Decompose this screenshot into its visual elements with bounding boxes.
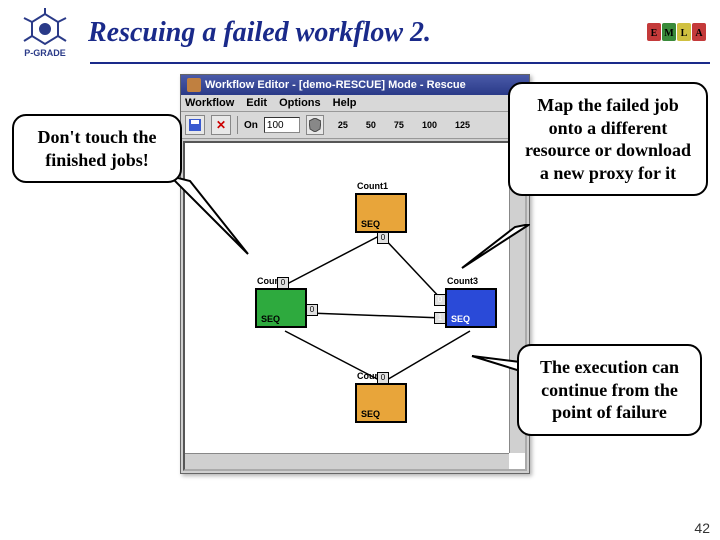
node-label: Count3 bbox=[447, 276, 478, 286]
slide-header: P-GRADE Rescuing a failed workflow 2. E … bbox=[0, 0, 720, 62]
p-grade-logo: P-GRADE bbox=[10, 8, 80, 58]
close-button[interactable]: ✕ bbox=[211, 115, 231, 135]
callout-right-tail bbox=[460, 224, 530, 274]
window-title-text: Workflow Editor - [demo-RESCUE] Mode - R… bbox=[205, 79, 466, 91]
menu-help[interactable]: Help bbox=[333, 97, 357, 109]
svg-text:A: A bbox=[695, 28, 703, 39]
svg-text:P-GRADE: P-GRADE bbox=[24, 48, 66, 58]
menu-bar: Workflow Edit Options Help bbox=[181, 95, 529, 112]
shield-icon[interactable] bbox=[306, 115, 324, 135]
callout-bottom: The execution can continue from the poin… bbox=[517, 344, 702, 436]
svg-text:L: L bbox=[681, 28, 688, 39]
node-count1[interactable]: Count1 SEQ 0 bbox=[355, 193, 407, 233]
ruler-tick: 125 bbox=[455, 120, 470, 130]
horizontal-scrollbar[interactable] bbox=[185, 453, 509, 469]
ruler-tick: 50 bbox=[366, 120, 376, 130]
toolbar: ✕ On 25 50 75 100 125 bbox=[181, 112, 529, 139]
page-number: 42 bbox=[694, 520, 710, 536]
save-button[interactable] bbox=[185, 115, 205, 135]
node-count4[interactable]: Count4 SEQ 0 bbox=[355, 383, 407, 423]
callout-left-tail bbox=[170, 176, 260, 266]
menu-edit[interactable]: Edit bbox=[246, 97, 267, 109]
callout-right: Map the failed job onto a different reso… bbox=[508, 82, 708, 196]
window-titlebar: Workflow Editor - [demo-RESCUE] Mode - R… bbox=[181, 75, 529, 95]
puzzle-logo: E M L A bbox=[645, 13, 710, 53]
slide-title: Rescuing a failed workflow 2. bbox=[88, 17, 637, 49]
callout-left-text: Don't touch the finished jobs! bbox=[37, 127, 156, 170]
port[interactable]: 0 bbox=[377, 232, 389, 244]
port[interactable]: 0 bbox=[277, 277, 289, 289]
node-seq: SEQ bbox=[361, 409, 380, 419]
node-count2[interactable]: Count2 SEQ 0 0 bbox=[255, 288, 307, 328]
port[interactable]: 0 bbox=[377, 372, 389, 384]
ruler-tick: 75 bbox=[394, 120, 404, 130]
node-count3[interactable]: Count3 SEQ 0 1 bbox=[445, 288, 497, 328]
on-value-input[interactable] bbox=[264, 117, 300, 133]
on-label: On bbox=[244, 120, 258, 131]
coffee-cup-icon bbox=[187, 78, 201, 92]
port[interactable]: 0 bbox=[306, 304, 318, 316]
menu-options[interactable]: Options bbox=[279, 97, 321, 109]
svg-text:M: M bbox=[664, 28, 674, 39]
ruler-tick: 25 bbox=[338, 120, 348, 130]
callout-left: Don't touch the finished jobs! bbox=[12, 114, 182, 183]
ruler-ticks: 25 50 75 100 125 bbox=[338, 120, 470, 130]
callout-right-text: Map the failed job onto a different reso… bbox=[525, 95, 691, 183]
menu-workflow[interactable]: Workflow bbox=[185, 97, 234, 109]
node-seq: SEQ bbox=[261, 314, 280, 324]
slide-body: Workflow Editor - [demo-RESCUE] Mode - R… bbox=[0, 64, 720, 524]
workflow-editor-window: Workflow Editor - [demo-RESCUE] Mode - R… bbox=[180, 74, 530, 474]
callout-bottom-text: The execution can continue from the poin… bbox=[540, 357, 679, 422]
ruler-tick: 100 bbox=[422, 120, 437, 130]
node-seq: SEQ bbox=[451, 314, 470, 324]
svg-text:E: E bbox=[651, 28, 658, 39]
node-seq: SEQ bbox=[361, 219, 380, 229]
toolbar-separator bbox=[237, 116, 238, 134]
node-label: Count1 bbox=[357, 181, 388, 191]
port[interactable]: 1 bbox=[434, 312, 446, 324]
port[interactable]: 0 bbox=[434, 294, 446, 306]
